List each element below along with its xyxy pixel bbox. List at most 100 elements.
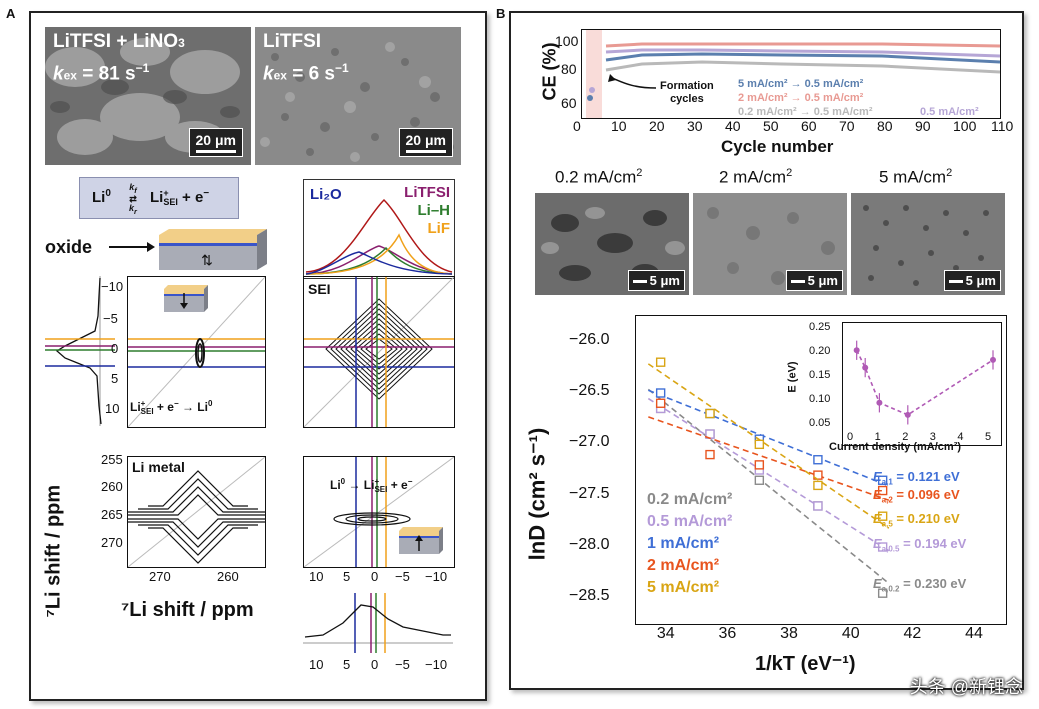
arrhenius-graphics bbox=[647, 357, 890, 598]
fit-line bbox=[648, 416, 890, 501]
xtick-right-4: −5 bbox=[395, 569, 410, 584]
ce-xtick: 50 bbox=[763, 118, 779, 134]
arrhenius-ytick-col: −26.0 −26.5 −27.0 −27.5 −28.0 −28.5 bbox=[569, 315, 631, 623]
inset-chart bbox=[842, 322, 1002, 446]
sei-label: SEI bbox=[308, 281, 331, 297]
panel-a: LiTFSI + LiNO3 kex = 81 s−1 20 μm LiTFSI bbox=[29, 11, 487, 701]
sem1-title: LiTFSI + LiNO3 bbox=[53, 31, 185, 52]
plot-2d-li-metal: Li metal bbox=[127, 456, 266, 568]
data-point bbox=[813, 501, 823, 511]
inset-point bbox=[904, 411, 911, 418]
bottom-1d-spectrum bbox=[303, 593, 453, 653]
data-point bbox=[655, 388, 666, 398]
y-axis-label-shift: ⁷Li shift / ppm bbox=[42, 484, 65, 618]
ytick-top-4: 5 bbox=[111, 371, 119, 386]
arrhenius-ytick: −28.5 bbox=[569, 587, 610, 605]
legend-lih: Li–H bbox=[417, 202, 450, 219]
inset-graphics bbox=[853, 340, 996, 425]
ytick-top-2: −5 bbox=[103, 311, 118, 326]
sem-image-2: 5 μm bbox=[693, 193, 847, 295]
inset-xtick: 1 bbox=[874, 431, 881, 443]
arrhenius-plot bbox=[635, 315, 1007, 625]
arrhenius-xtick: 34 bbox=[656, 625, 675, 642]
ce-xtick: 80 bbox=[877, 118, 893, 134]
data-point bbox=[813, 480, 823, 491]
plot-2d-plating: Li0 → Li + SEI + e− bbox=[303, 456, 455, 568]
data-point bbox=[705, 449, 715, 460]
sem-b-scale-1: 5 μm bbox=[627, 270, 685, 291]
inset-ytick-015: 0.15 bbox=[809, 369, 831, 381]
legend-02: 0.2 mA/cm² bbox=[647, 491, 733, 508]
formation-cycles-label: Formation cycles bbox=[660, 80, 714, 105]
sem-texture-2 bbox=[255, 27, 461, 165]
inset-line bbox=[855, 349, 994, 416]
data-point bbox=[877, 475, 888, 485]
arrhenius-ytick: −26.0 bbox=[569, 330, 610, 348]
ea-label-2: Ea,2 = 0.096 eV bbox=[873, 487, 960, 505]
plot-2d-oxide-graphics bbox=[127, 276, 266, 428]
sem2-kex: kex = 6 s−1 bbox=[263, 61, 349, 85]
xtick-spec-3: 0 bbox=[371, 657, 379, 672]
equation-rate-arrows: kf ⇄ kr bbox=[129, 182, 137, 216]
ce-ytick-80: 80 bbox=[561, 61, 577, 77]
sem-label-5: 5 mA/cm2 bbox=[879, 167, 953, 187]
xtick-right-5: −10 bbox=[425, 569, 448, 584]
inset-ytick-020: 0.20 bbox=[809, 345, 831, 357]
legend-li2o: Li₂O bbox=[310, 186, 342, 203]
plot-2d-sei-graphics bbox=[303, 276, 455, 428]
oxide-label: oxide bbox=[45, 237, 93, 257]
ce-xtick: 20 bbox=[649, 118, 665, 134]
ce-xtick: 0 bbox=[573, 118, 581, 134]
sem1-kex: kex = 81 s−1 bbox=[53, 61, 150, 85]
inset-ylabel: E (eV) bbox=[786, 361, 799, 393]
ce-ylabel: CE (%) bbox=[539, 42, 560, 101]
ce-legend-2: 2 mA/cm² → 0.5 mA/cm² bbox=[738, 92, 864, 104]
arrhenius-xtick: 44 bbox=[965, 625, 983, 642]
data-point bbox=[813, 455, 823, 465]
data-point bbox=[754, 475, 765, 485]
arrhenius-xtick: 40 bbox=[841, 625, 860, 642]
sem1-scale-bar: 20 μm bbox=[188, 128, 243, 157]
sem2-scale-bar: 20 μm bbox=[398, 128, 453, 157]
inset-point bbox=[853, 347, 860, 354]
ce-xlabel: Cycle number bbox=[721, 137, 834, 156]
ea-label-5: Ea,5 = 0.210 eV bbox=[873, 511, 960, 529]
ce-xtick-row: 0 10 20 30 40 50 60 70 80 90 100 110 bbox=[573, 118, 1013, 136]
oxide-stack-diagram: ⇅ bbox=[109, 229, 267, 270]
legend-2: 2 mA/cm² bbox=[647, 557, 720, 574]
ce-legend-5: 5 mA/cm² → 0.5 mA/cm² bbox=[738, 78, 864, 90]
panel-label-a: A bbox=[6, 6, 16, 21]
plot-2d-plating-graphics bbox=[303, 456, 455, 568]
ytick-bot-2: 260 bbox=[101, 479, 123, 494]
ea-label-02: Ea,0.2 = 0.230 eV bbox=[873, 576, 967, 594]
data-point bbox=[754, 439, 765, 450]
left-1d-spectrum bbox=[45, 276, 115, 426]
xtick-right-2: 5 bbox=[343, 569, 351, 584]
arrhenius-xtick-row: 34 36 38 40 42 44 bbox=[635, 625, 1005, 643]
sem-image-litfsi-lino3: LiTFSI + LiNO3 kex = 81 s−1 20 μm bbox=[45, 27, 251, 165]
inset-point bbox=[990, 356, 996, 363]
inset-xtick: 0 bbox=[847, 431, 854, 443]
xtick-bot-1: 270 bbox=[149, 569, 171, 584]
arrhenius-legend: 0.2 mA/cm² 0.5 mA/cm² 1 mA/cm² 2 mA/cm² … bbox=[647, 489, 732, 599]
inset-xtick: 2 bbox=[902, 431, 909, 443]
inset-xtick: 5 bbox=[985, 431, 992, 443]
ce-xtick: 60 bbox=[801, 118, 817, 134]
ce-ytick-60: 60 bbox=[561, 95, 577, 111]
arrhenius-ytick: −27.5 bbox=[569, 484, 610, 502]
plot-2d-oxide: Li + SEI + e− → Li0 bbox=[127, 276, 266, 428]
fit-line bbox=[647, 388, 890, 584]
reaction-equation-box: Li0 kf ⇄ kr Li + SEI + e− bbox=[79, 177, 239, 219]
ce-ytick-100: 100 bbox=[555, 33, 579, 49]
xtick-bot-2: 260 bbox=[217, 569, 239, 584]
ytick-bot-1: 255 bbox=[101, 452, 123, 467]
arrhenius-ytick: −27.0 bbox=[569, 433, 610, 451]
data-point bbox=[655, 398, 666, 408]
spectrum-curves bbox=[305, 198, 453, 275]
inset-xlabel: Current density (mA/cm²) bbox=[829, 441, 962, 453]
ce-xtick: 100 bbox=[953, 118, 977, 134]
ce-legend-05: 0.5 mA/cm² bbox=[920, 106, 979, 118]
inset-ytick-010: 0.10 bbox=[809, 393, 831, 405]
panel-b: CE (%) Formation cycles 5 mA/cm² → 0.5 m… bbox=[509, 11, 1024, 690]
data-point bbox=[877, 485, 888, 496]
